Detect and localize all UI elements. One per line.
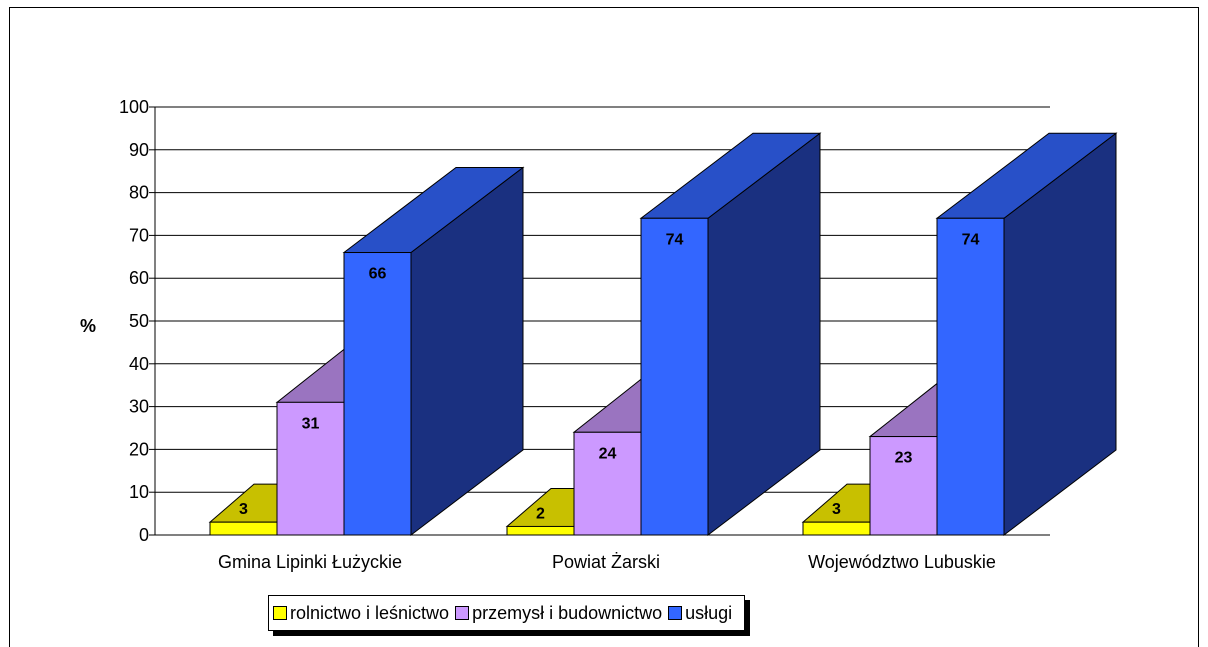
legend-item: przemysł i budownictwo — [455, 603, 662, 624]
y-tick-label: 100 — [119, 97, 149, 117]
bar — [935, 132, 1118, 537]
bar-front-face — [343, 252, 412, 536]
legend-swatch — [273, 606, 287, 620]
bar-front-face — [802, 521, 871, 536]
y-tick-label: 70 — [129, 225, 149, 245]
bar — [639, 132, 822, 537]
chart-frame — [9, 7, 1199, 647]
legend-label: usługi — [685, 602, 733, 623]
y-tick-label: 20 — [129, 439, 149, 459]
data-label: 23 — [895, 450, 913, 467]
data-label: 74 — [666, 231, 684, 248]
legend-swatch — [668, 606, 683, 620]
y-tick-label: 0 — [139, 525, 149, 545]
bar-front-face — [573, 431, 642, 536]
y-tick-label: 90 — [129, 140, 149, 160]
legend-label: rolnictwo i leśnictwo — [290, 602, 450, 623]
data-label: 74 — [962, 231, 980, 248]
legend: rolnictwo i leśnictwo przemysł i budowni… — [268, 595, 746, 631]
bar-front-face — [506, 525, 575, 536]
data-label: 3 — [832, 501, 841, 518]
legend-swatch — [455, 606, 470, 620]
y-axis: 0 10 20 30 40 50 60 70 80 90 100 — [119, 97, 156, 545]
bar — [342, 166, 525, 537]
bar-front-face — [209, 521, 278, 536]
y-tick-label: 10 — [129, 482, 149, 502]
legend-label: przemysł i budownictwo — [472, 602, 663, 623]
bars: 3 31 66 2 24 74 3 23 74 — [208, 132, 1118, 537]
x-tick-label: Powiat Żarski — [552, 552, 660, 572]
data-label: 24 — [599, 445, 617, 462]
x-tick-label: Gmina Lipinki Łużyckie — [218, 552, 402, 572]
y-tick-label: 40 — [129, 354, 149, 374]
x-tick-label: Województwo Lubuskie — [808, 552, 996, 572]
y-tick-label: 50 — [129, 311, 149, 331]
data-label: 66 — [369, 266, 387, 283]
x-axis: Gmina Lipinki Łużyckie Powiat Żarski Wojew… — [218, 552, 996, 572]
legend-item: usługi — [668, 603, 732, 624]
data-label: 3 — [239, 501, 248, 518]
bar-front-face — [640, 217, 709, 536]
bar-front-face — [869, 436, 938, 536]
bar-front-face — [276, 401, 345, 536]
legend-item: rolnictwo i leśnictwo — [273, 603, 449, 624]
data-label: 31 — [302, 415, 320, 432]
y-tick-label: 30 — [129, 397, 149, 417]
data-label: 2 — [536, 505, 545, 522]
y-axis-label: % — [80, 316, 96, 336]
y-tick-label: 60 — [129, 268, 149, 288]
y-tick-label: 80 — [129, 183, 149, 203]
bar-front-face — [936, 217, 1005, 536]
